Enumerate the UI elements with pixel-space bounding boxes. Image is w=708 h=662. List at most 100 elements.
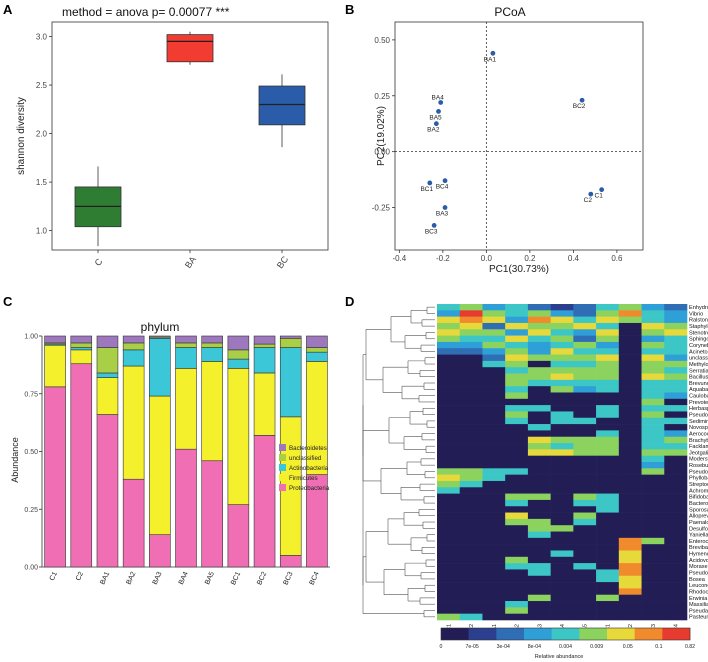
panel-d-heat-cell [527, 316, 551, 324]
panel-c-bar-segment [306, 335, 328, 348]
panel-d-heat-cell [618, 360, 642, 368]
panel-d-heat-cell [573, 556, 597, 564]
panel-d-heat-cell [482, 386, 506, 393]
panel-d-heat-cell [527, 556, 551, 564]
panel-d-heat-cell [641, 588, 665, 596]
panel-d-heat-cell [664, 329, 688, 336]
panel-d-heat-cell [482, 316, 506, 324]
panel-a-xtick-label: BC [275, 254, 291, 270]
panel-d-heat-cell [618, 512, 642, 520]
panel-d-heat-cell [527, 335, 551, 343]
panel-d-heat-cell [596, 443, 620, 450]
panel-d-heat-cell [573, 322, 597, 330]
panel-d-heat-cell [550, 480, 574, 488]
panel-d-heat-cell [596, 405, 620, 412]
panel-d-heat-cell [573, 575, 597, 583]
panel-c-bar-segment [253, 435, 276, 568]
panel-d-heat-cell [596, 588, 620, 596]
panel-c-bar-segment [253, 372, 276, 436]
panel-c-bar-segment [201, 335, 223, 344]
panel-d-heat-cell [527, 499, 551, 507]
panel-d-heat-cell [618, 594, 642, 602]
panel-d-heat-cell [482, 348, 506, 355]
panel-d-row-label: Hymenobacter [689, 552, 708, 558]
panel-d-heat-cell [573, 386, 597, 393]
panel-d-heat-cell [573, 531, 597, 539]
panel-c-bar-segment [96, 347, 119, 374]
panel-d-heat-cell [573, 563, 597, 570]
panel-c-legend-label: unclassified [289, 455, 322, 462]
panel-d-heat-cell [596, 310, 620, 317]
panel-c-bar-segment [70, 349, 93, 365]
panel-d-heat-cell [573, 354, 597, 362]
panel-d-heat-cell [664, 468, 688, 475]
panel-d-heat-cell [641, 537, 665, 545]
panel-b-point-c2 [588, 191, 594, 197]
panel-d-heat-cell [573, 493, 597, 501]
panel-d-heat-cell [641, 525, 665, 532]
panel-d-heat-cell [596, 411, 620, 419]
panel-d-heat-cell [527, 310, 551, 317]
panel-d-heat-cell [459, 392, 483, 400]
panel-d-heat-cell [505, 430, 529, 438]
panel-d-row-label: Sediminibacterium [689, 419, 708, 425]
panel-d-heat-cell [550, 379, 574, 387]
panel-c-ytick-label: 0.50 [24, 449, 38, 456]
panel-d-heat-cell [527, 544, 551, 551]
panel-d-heat-cell [550, 499, 574, 507]
panel-d-heat-cell [550, 405, 574, 412]
panel-c-bar-segment [253, 335, 276, 345]
panel-d-heat-cell [505, 417, 529, 425]
panel-d-heat-cell [550, 392, 574, 400]
panel-d-heat-cell [527, 367, 551, 374]
panel-d-heat-cell [641, 613, 665, 621]
panel-d-heat-cell [437, 329, 461, 336]
panel-d-heat-cell [618, 575, 642, 583]
panel-d-heat-cell [459, 556, 483, 564]
panel-c-bar-segment [279, 347, 302, 418]
panel-d-heat-cell [527, 493, 551, 501]
panel-d-heat-cell [527, 550, 551, 558]
panel-a-ytick-label: 3.0 [36, 33, 48, 42]
panel-d-heat-cell [550, 487, 574, 494]
panel-d-heat-cell [527, 424, 551, 431]
panel-c-bar-segment [175, 368, 197, 450]
panel-b-pcoa: PCoA PC2(19.02%) PC1(30.73%) -0.4 -0.2 0.0… [372, 5, 644, 275]
panel-d-heat-cell [527, 329, 551, 336]
panel-d-heat-cell [505, 354, 529, 362]
panel-b-xlabel: PC1(30.73%) [489, 264, 549, 275]
panel-b-point-label: BA5 [429, 114, 442, 121]
panel-a-ytick-label: 2.0 [36, 130, 48, 139]
panel-b-point-label: BA4 [432, 94, 445, 101]
panel-d-heat-cell [459, 304, 483, 311]
panel-d-heat-cell [527, 430, 551, 438]
panel-d-heat-cell [664, 367, 688, 374]
panel-c-xtick-label: BC2 [256, 571, 268, 586]
panel-d-heat-cell [459, 379, 483, 387]
panel-d-heat-cell [641, 575, 665, 583]
panel-d-heat-cell [437, 424, 461, 431]
panel-d-heat-cell [459, 455, 483, 463]
panel-c-legend-swatch [279, 474, 286, 481]
panel-d-heat-cell [527, 588, 551, 596]
panel-d-heat-cell [437, 430, 461, 438]
panel-d-heat-cell [550, 537, 574, 545]
panel-c-xtick-label: BC1 [230, 571, 242, 586]
panel-d-heat-cell [618, 367, 642, 374]
panel-d-heat-cell [459, 310, 483, 317]
panel-d-heat-cell [527, 468, 551, 475]
panel-d-heat-cell [573, 474, 597, 482]
panel-b-point-label: BA3 [436, 211, 449, 218]
panel-d-heat-cell [437, 360, 461, 368]
panel-d-heat-cell [618, 354, 642, 362]
panel-label-d: D [345, 294, 354, 309]
panel-b-point-label: C2 [584, 197, 593, 204]
panel-d-row-label: Facklamia [689, 444, 708, 450]
panel-c-bar-segment [44, 344, 66, 388]
panel-d-heat-cell [641, 367, 665, 374]
panel-c-ytick-label: 0.00 [24, 565, 38, 572]
panel-d-heat-cell [437, 594, 461, 602]
panel-b-xtick-label: -0.4 [392, 254, 406, 263]
panel-d-heat-cell [459, 436, 483, 444]
panel-d-heat-cell [527, 512, 551, 520]
